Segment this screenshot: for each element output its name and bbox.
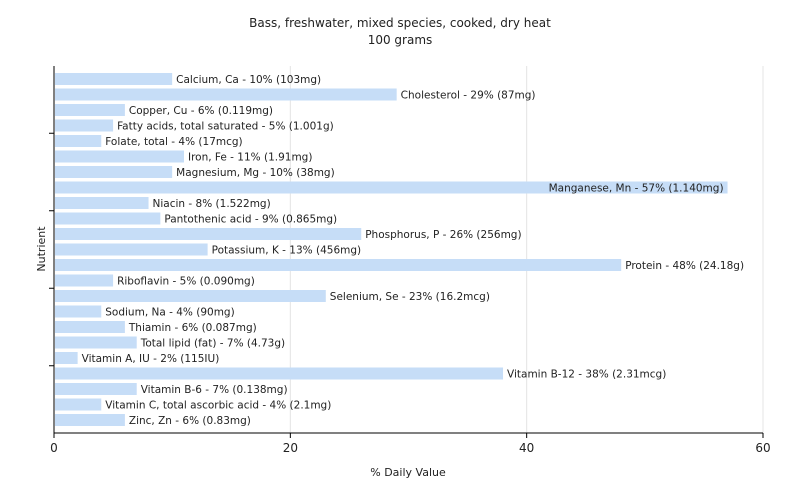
bar-10	[55, 228, 362, 240]
bar-label-8: Niacin - 8% (1.522mg)	[153, 198, 271, 210]
bar-label-15: Sodium, Na - 4% (90mg)	[105, 307, 234, 319]
bar-0	[55, 73, 173, 85]
bar-label-17: Total lipid (fat) - 7% (4.73g)	[140, 338, 285, 350]
bar-label-9: Pantothenic acid - 9% (0.865mg)	[164, 214, 337, 226]
bar-label-21: Vitamin C, total ascorbic acid - 4% (2.1…	[105, 400, 331, 412]
bar-label-22: Zinc, Zn - 6% (0.83mg)	[129, 415, 251, 427]
bar-label-13: Riboflavin - 5% (0.090mg)	[117, 276, 255, 288]
bar-label-0: Calcium, Ca - 10% (103mg)	[176, 74, 321, 86]
bar-label-18: Vitamin A, IU - 2% (115IU)	[82, 353, 220, 365]
bar-14	[55, 290, 326, 302]
bar-18	[55, 352, 78, 364]
bar-label-12: Protein - 48% (24.18g)	[625, 260, 744, 272]
bar-20	[55, 383, 137, 395]
bar-19	[55, 367, 504, 380]
bar-11	[55, 243, 208, 256]
x-tick-label-60: 60	[755, 441, 770, 455]
bar-label-3: Fatty acids, total saturated - 5% (1.001…	[117, 121, 334, 133]
bar-12	[55, 259, 622, 271]
bar-15	[55, 305, 102, 318]
bar-label-7: Manganese, Mn - 57% (1.140mg)	[549, 183, 724, 195]
bar-9	[55, 212, 161, 225]
bar-label-14: Selenium, Se - 23% (16.2mcg)	[330, 291, 490, 303]
bar-label-19: Vitamin B-12 - 38% (2.31mcg)	[507, 369, 666, 381]
axes	[53, 66, 763, 434]
bars	[55, 73, 728, 426]
bar-4	[55, 135, 102, 147]
bar-22	[55, 414, 125, 426]
bar-7	[55, 181, 728, 194]
y-axis-ticks	[49, 132, 54, 367]
bar-1	[55, 88, 397, 101]
x-axis-title: % Daily Value	[370, 466, 446, 479]
bar-6	[55, 166, 173, 178]
bar-label-11: Potassium, K - 13% (456mg)	[212, 245, 362, 257]
y-axis-title: Nutrient	[35, 226, 48, 272]
x-tick-label-0: 0	[50, 441, 58, 455]
x-axis-ticks: 0 20 40 60	[50, 433, 771, 455]
chart-subtitle: 100 grams	[368, 33, 433, 47]
bar-label-4: Folate, total - 4% (17mcg)	[105, 136, 242, 148]
bar-21	[55, 398, 102, 411]
bar-13	[55, 274, 114, 287]
bar-17	[55, 336, 137, 349]
bar-label-20: Vitamin B-6 - 7% (0.138mg)	[141, 384, 288, 396]
bar-label-6: Magnesium, Mg - 10% (38mg)	[176, 167, 335, 179]
bar-labels: Calcium, Ca - 10% (103mg) Cholesterol - 2…	[82, 74, 744, 427]
bar-2	[55, 104, 125, 116]
bar-8	[55, 197, 149, 209]
x-tick-label-40: 40	[519, 441, 534, 455]
bar-label-5: Iron, Fe - 11% (1.91mg)	[188, 152, 312, 164]
x-tick-label-20: 20	[283, 441, 298, 455]
chart-title: Bass, freshwater, mixed species, cooked,…	[249, 16, 551, 30]
bar-label-2: Copper, Cu - 6% (0.119mg)	[129, 105, 273, 117]
bar-5	[55, 150, 184, 163]
bar-16	[55, 321, 125, 333]
bar-3	[55, 119, 114, 132]
bar-label-16: Thiamin - 6% (0.087mg)	[128, 322, 257, 334]
bar-label-10: Phosphorus, P - 26% (256mg)	[365, 229, 521, 241]
bar-label-1: Cholesterol - 29% (87mg)	[401, 90, 536, 102]
